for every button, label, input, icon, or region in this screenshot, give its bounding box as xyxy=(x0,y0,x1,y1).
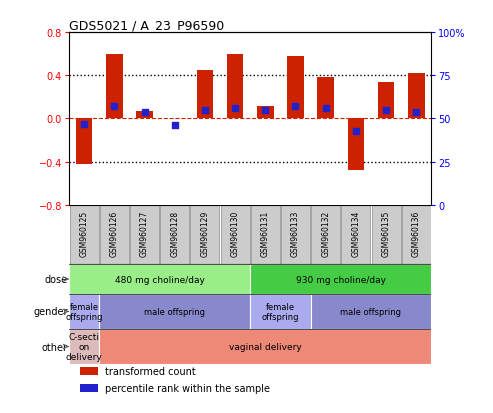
Bar xyxy=(378,83,394,119)
Text: GSM960136: GSM960136 xyxy=(412,210,421,256)
Point xyxy=(201,107,209,114)
Text: GSM960130: GSM960130 xyxy=(231,210,240,256)
Bar xyxy=(106,55,123,119)
Bar xyxy=(251,205,280,265)
Text: percentile rank within the sample: percentile rank within the sample xyxy=(106,383,270,393)
Bar xyxy=(100,205,129,265)
Point xyxy=(412,109,420,116)
Text: female
offspring: female offspring xyxy=(262,302,299,321)
Text: GSM960133: GSM960133 xyxy=(291,210,300,256)
Text: GDS5021 / A_23_P96590: GDS5021 / A_23_P96590 xyxy=(69,19,224,32)
Point xyxy=(141,109,148,116)
Bar xyxy=(80,384,98,392)
Text: GSM960127: GSM960127 xyxy=(140,210,149,256)
Bar xyxy=(99,294,250,329)
Bar xyxy=(311,205,340,265)
Bar xyxy=(80,368,98,375)
Text: 480 mg choline/day: 480 mg choline/day xyxy=(115,275,205,284)
Text: other: other xyxy=(41,342,68,351)
Bar xyxy=(408,74,424,119)
Bar xyxy=(136,112,153,119)
Bar xyxy=(190,205,219,265)
Text: 930 mg choline/day: 930 mg choline/day xyxy=(296,275,386,284)
Bar xyxy=(69,294,99,329)
Text: gender: gender xyxy=(33,307,68,317)
Text: female
offspring: female offspring xyxy=(66,302,103,321)
Bar xyxy=(197,71,213,119)
Bar xyxy=(76,119,92,164)
Text: GSM960132: GSM960132 xyxy=(321,210,330,256)
Bar xyxy=(160,205,189,265)
Text: C-secti
on
delivery: C-secti on delivery xyxy=(66,332,103,361)
Text: vaginal delivery: vaginal delivery xyxy=(229,342,302,351)
Point xyxy=(171,123,178,129)
Text: transformed count: transformed count xyxy=(106,366,196,376)
Bar xyxy=(227,55,244,119)
Bar xyxy=(317,78,334,119)
Bar xyxy=(130,205,159,265)
Bar xyxy=(372,205,401,265)
Bar xyxy=(69,329,99,364)
Bar xyxy=(281,205,310,265)
Text: male offspring: male offspring xyxy=(341,307,401,316)
Point xyxy=(382,107,390,114)
Text: GSM960128: GSM960128 xyxy=(170,210,179,256)
Text: male offspring: male offspring xyxy=(144,307,205,316)
Bar xyxy=(250,265,431,294)
Bar xyxy=(70,205,99,265)
Point xyxy=(80,121,88,128)
Text: GSM960131: GSM960131 xyxy=(261,210,270,256)
Point xyxy=(231,106,239,112)
Point xyxy=(291,104,299,110)
Text: GSM960129: GSM960129 xyxy=(200,210,210,256)
Bar xyxy=(69,265,250,294)
Point xyxy=(352,128,360,135)
Text: GSM960125: GSM960125 xyxy=(79,210,89,256)
Text: GSM960134: GSM960134 xyxy=(352,210,360,256)
Text: GSM960126: GSM960126 xyxy=(110,210,119,256)
Point xyxy=(110,104,118,110)
Bar xyxy=(341,205,370,265)
Bar xyxy=(220,205,249,265)
Bar xyxy=(348,119,364,171)
Text: dose: dose xyxy=(44,274,68,285)
Bar xyxy=(311,294,431,329)
Text: GSM960135: GSM960135 xyxy=(382,210,390,256)
Bar xyxy=(257,106,274,119)
Bar xyxy=(287,57,304,119)
Bar xyxy=(402,205,431,265)
Bar xyxy=(250,294,311,329)
Point xyxy=(261,107,269,114)
Point xyxy=(322,106,330,112)
